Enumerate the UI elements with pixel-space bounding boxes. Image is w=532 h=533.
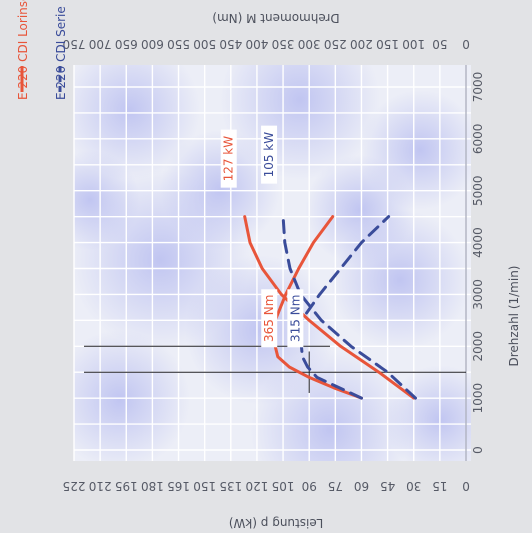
annotation-label: 315 Nm <box>288 295 302 342</box>
rpm-tick-label: 7000 <box>471 72 485 103</box>
annotation-layer: 127 kW 105 kW 365 Nm 315 Nm <box>220 125 304 348</box>
power-tick-label: 120 <box>245 479 268 493</box>
torque-tick-label: 150 <box>376 37 399 51</box>
annotation-background <box>261 125 278 184</box>
rpm-tick-label: 6000 <box>471 124 485 155</box>
legend-label: E 220 CDI Lorinser ADI <box>16 0 30 100</box>
rpm-tick-label: 2000 <box>471 331 485 362</box>
rpm-axis-title: Drehzahl (1/min) <box>507 266 521 367</box>
torque-tick-label: 700 <box>89 37 112 51</box>
torque-axis-ticks: 0501001502002503003504004505005506006507… <box>63 37 470 51</box>
torque-tick-label: 300 <box>298 37 321 51</box>
torque-tick-label: 450 <box>219 37 242 51</box>
rpm-tick-label: 3000 <box>471 279 485 310</box>
texture-blotch <box>305 155 415 265</box>
torque-tick-label: 350 <box>272 37 295 51</box>
torque-tick-label: 250 <box>324 37 347 51</box>
annotation-label: 365 Nm <box>262 295 276 342</box>
rpm-axis-ticks: 0 1000 2000 3000 4000 5000 6000 7000 <box>471 72 485 454</box>
power-tick-label: 180 <box>141 479 164 493</box>
texture-blotch <box>250 350 410 461</box>
torque-tick-label: 400 <box>245 37 268 51</box>
texture-blotch <box>74 65 200 180</box>
torque-tick-label: 500 <box>193 37 216 51</box>
annotation-label: 105 kW <box>262 132 276 178</box>
rpm-tick-label: 5000 <box>471 175 485 206</box>
torque-tick-label: 650 <box>115 37 138 51</box>
torque-tick-label: 100 <box>402 37 425 51</box>
texture-blotch <box>74 150 140 250</box>
texture-blotch <box>74 330 190 461</box>
power-axis-title: Leistung p (kW) <box>229 516 323 530</box>
rpm-tick-label: 4000 <box>471 227 485 258</box>
serie-power-line <box>281 215 417 400</box>
power-tick-label: 105 <box>272 479 295 493</box>
power-tick-label: 15 <box>432 479 447 493</box>
annotation-background <box>220 129 237 188</box>
torque-tick-label: 50 <box>432 37 447 51</box>
torque-tick-label: 600 <box>141 37 164 51</box>
legend-label: E 220 CDI Serie <box>54 6 68 100</box>
torque-tick-label: 0 <box>462 37 470 51</box>
annotation-background <box>287 289 304 348</box>
power-tick-label: 0 <box>462 479 470 493</box>
plot-area: 127 kW 105 kW 365 Nm 315 Nm <box>73 65 471 461</box>
power-tick-label: 90 <box>302 479 317 493</box>
power-tick-label: 165 <box>167 479 190 493</box>
annotation-background <box>261 289 278 348</box>
power-tick-label: 210 <box>89 479 112 493</box>
power-tick-label: 45 <box>380 479 395 493</box>
annotation-label: 127 kW <box>222 136 236 182</box>
torque-tick-label: 550 <box>167 37 190 51</box>
power-tick-label: 195 <box>115 479 138 493</box>
torque-axis-title: Drehmoment M (Nm) <box>212 11 339 25</box>
rpm-tick-label: 0 <box>471 446 485 454</box>
serie-torque-line <box>299 215 391 400</box>
power-tick-label: 150 <box>193 479 216 493</box>
torque-tick-label: 200 <box>350 37 373 51</box>
legend: E 220 CDI Lorinser ADI E 220 CDI Serie <box>16 0 68 100</box>
power-tick-label: 30 <box>406 479 421 493</box>
power-tick-label: 135 <box>219 479 242 493</box>
texture-blotch <box>160 130 280 250</box>
power-tick-label: 60 <box>354 479 369 493</box>
background-texture <box>74 65 471 461</box>
power-tick-label: 75 <box>328 479 343 493</box>
torque-tick-label: 750 <box>63 37 86 51</box>
power-tick-label: 225 <box>63 479 86 493</box>
rpm-tick-label: 1000 <box>471 383 485 414</box>
